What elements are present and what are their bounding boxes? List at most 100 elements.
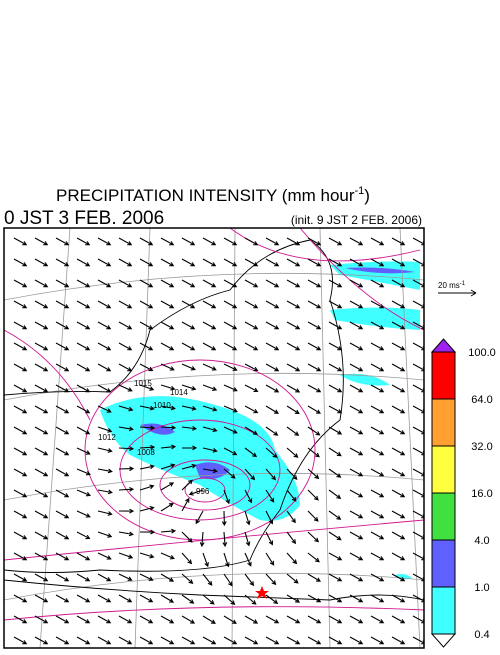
wind-arrow <box>307 636 322 645</box>
wind-arrow <box>76 636 91 645</box>
wind-arrow <box>307 594 322 603</box>
wind-arrow <box>391 237 406 246</box>
wind-arrow <box>160 502 174 512</box>
wind-arrow <box>244 363 259 372</box>
wind-arrow <box>244 531 251 547</box>
wind-arrow <box>181 321 196 330</box>
wind-arrow <box>160 237 175 246</box>
wind-arrow <box>391 468 406 477</box>
wind-arrow <box>391 258 406 267</box>
location-star <box>255 586 269 599</box>
wind-arrow <box>76 237 91 246</box>
wind-arrow <box>328 594 343 603</box>
wind-arrow <box>34 510 49 519</box>
wind-arrow <box>223 636 238 645</box>
wind-arrow <box>55 531 70 540</box>
isobar-label: 996 <box>196 487 210 496</box>
wind-arrow <box>307 279 322 288</box>
wind-arrow <box>139 300 154 309</box>
wind-arrow <box>391 510 406 519</box>
wind-arrow <box>328 426 343 435</box>
wind-arrow <box>13 384 28 393</box>
wind-arrow <box>13 258 28 267</box>
colorbar-label: 1.0 <box>474 582 489 594</box>
wind-arrow <box>223 258 238 267</box>
wind-arrow <box>76 594 91 603</box>
wind-arrow <box>328 531 342 541</box>
wind-arrow <box>181 342 196 351</box>
wind-arrow <box>160 594 175 603</box>
wind-arrow <box>76 573 91 582</box>
wind-arrow <box>328 636 343 645</box>
wind-vectors <box>13 237 424 645</box>
wind-arrow <box>118 279 133 288</box>
wind-arrow <box>286 510 296 524</box>
wind-arrow <box>34 321 49 330</box>
wind-arrow <box>391 300 406 309</box>
colorbar-label: 100.0 <box>468 347 496 359</box>
wind-arrow <box>55 447 70 456</box>
wind-arrow <box>34 594 49 603</box>
wind-arrow <box>139 505 155 512</box>
wind-arrow <box>181 479 193 491</box>
wind-arrow <box>13 237 28 246</box>
wind-arrow <box>202 405 218 412</box>
wind-arrow <box>34 615 49 624</box>
wind-arrow <box>97 552 112 560</box>
wind-arrow <box>160 425 177 431</box>
wind-arrow <box>76 531 91 540</box>
wind-arrow <box>244 279 259 288</box>
wind-arrow <box>181 594 195 604</box>
wind-arrow <box>97 573 112 582</box>
wind-arrow <box>391 573 406 582</box>
wind-arrow <box>328 615 343 624</box>
wind-arrow <box>265 573 277 586</box>
wind-arrow <box>349 363 364 372</box>
wind-arrow <box>34 300 49 309</box>
wind-arrow <box>160 321 175 330</box>
wind-arrow <box>370 636 385 645</box>
wind-arrow <box>160 258 175 267</box>
wind-arrow <box>97 384 112 393</box>
wind-arrow <box>160 384 176 391</box>
wind-arrow <box>97 321 112 330</box>
wind-arrow <box>13 594 28 603</box>
wind-arrow <box>391 384 406 393</box>
wind-arrow <box>328 342 343 351</box>
wind-arrow <box>349 510 364 519</box>
wind-arrow <box>265 258 280 267</box>
wind-arrow <box>370 573 385 582</box>
map: 1015 1014 1010 1012 1008 996 <box>4 228 424 648</box>
wind-arrow <box>139 279 154 288</box>
wind-arrow <box>286 636 301 645</box>
wind-arrow <box>223 363 238 371</box>
wind-arrow <box>265 321 280 330</box>
wind-arrow <box>370 363 385 372</box>
wind-arrow <box>199 531 205 548</box>
wind-arrow <box>97 615 112 624</box>
wind-arrow <box>370 258 385 267</box>
wind-arrow <box>76 258 91 267</box>
wind-arrow <box>370 426 385 435</box>
wind-arrow <box>55 636 70 645</box>
wind-arrow <box>328 384 343 393</box>
wind-arrow <box>118 615 133 624</box>
wind-arrow <box>307 552 320 563</box>
wind-arrow <box>160 342 175 351</box>
wind-arrow <box>223 342 238 351</box>
wind-arrow <box>97 258 112 267</box>
wind-arrow <box>34 342 49 351</box>
wind-arrow <box>55 468 70 477</box>
vector-reference-text: 20 ms <box>438 281 460 290</box>
wind-arrow <box>265 510 274 525</box>
wind-arrow <box>13 405 28 414</box>
wind-arrow <box>118 486 135 492</box>
wind-arrow <box>349 615 364 624</box>
wind-arrow <box>391 447 406 456</box>
wind-arrow <box>181 405 197 411</box>
wind-arrow <box>223 279 238 288</box>
title-exponent: -1 <box>355 185 365 197</box>
wind-arrow <box>202 468 218 474</box>
wind-arrow <box>13 447 28 456</box>
wind-arrow <box>307 489 319 501</box>
